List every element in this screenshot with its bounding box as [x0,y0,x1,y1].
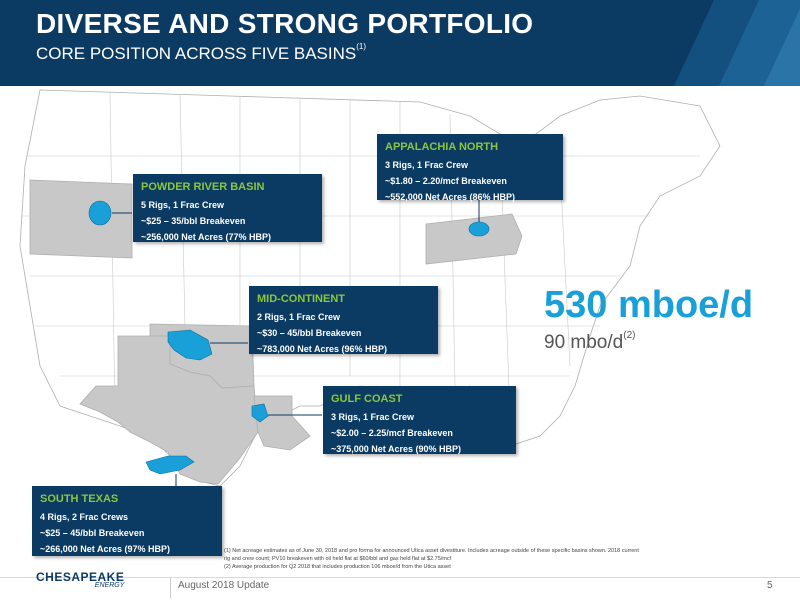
page-number: 5 [767,580,773,591]
basin-name: MID-CONTINENT [257,293,345,305]
appalachia-blob [468,221,490,237]
basin-breakeven: ~$1.80 – 2.20/mcf Breakeven [385,176,507,186]
basin-breakeven: ~$2.00 – 2.25/mcf Breakeven [331,428,453,438]
powder-river-blob [88,200,112,226]
company-logo: CHESAPEAKE ENERGY [36,570,124,589]
basin-acres: ~375,000 Net Acres (90% HBP) [331,444,461,454]
callout-mid-continent: MID-CONTINENT 2 Rigs, 1 Frac Crew ~$30 –… [249,286,438,354]
callout-powder-river: POWDER RIVER BASIN 5 Rigs, 1 Frac Crew ~… [133,174,322,242]
basin-rigs: 5 Rigs, 1 Frac Crew [141,200,225,210]
south-texas-blob [145,455,195,475]
basin-breakeven: ~$30 – 45/bbl Breakeven [257,328,362,338]
callout-appalachia-north: APPALACHIA NORTH 3 Rigs, 1 Frac Crew ~$1… [377,134,563,202]
basin-name: GULF COAST [331,393,403,405]
mid-continent-blob [167,329,213,361]
basin-name: POWDER RIVER BASIN [141,181,265,193]
subtitle-text: CORE POSITION ACROSS FIVE BASINS [36,44,357,63]
basin-acres: ~256,000 Net Acres (77% HBP) [141,232,271,242]
basin-rigs: 2 Rigs, 1 Frac Crew [257,312,341,322]
basin-rigs: 3 Rigs, 1 Frac Crew [331,412,415,422]
basin-acres: ~266,000 Net Acres (97% HBP) [40,544,170,554]
oil-production-value: 90 mbo/d [544,332,624,353]
logo-main-text: CHESAPEAKE [36,570,125,584]
subtitle-footnote-ref: (1) [356,42,367,51]
pennsylvania-state [425,213,523,265]
oil-footnote-ref: (2) [623,330,636,341]
basin-acres: ~552,000 Net Acres (86% HBP) [385,192,515,202]
footer-separator [170,578,171,598]
update-label: August 2018 Update [178,580,270,591]
page-subtitle: CORE POSITION ACROSS FIVE BASINS(1) [36,42,367,64]
page-title: DIVERSE AND STRONG PORTFOLIO [36,8,534,39]
wyoming-state [29,179,133,259]
basin-rigs: 3 Rigs, 1 Frac Crew [385,160,469,170]
basin-breakeven: ~$25 – 45/bbl Breakeven [40,528,145,538]
header-banner: DIVERSE AND STRONG PORTFOLIO CORE POSITI… [0,0,800,86]
oil-production: 90 mbo/d(2) [544,330,636,354]
basin-acres: ~783,000 Net Acres (96% HBP) [257,344,387,354]
footnotes: (1) Net acreage estimates as of June 30,… [224,547,644,571]
basin-name: APPALACHIA NORTH [385,141,499,153]
basin-rigs: 4 Rigs, 2 Frac Crews [40,512,129,522]
header-stripes [660,0,800,86]
gulf-coast-blob [251,403,269,423]
footer-divider [0,577,800,578]
basin-breakeven: ~$25 – 35/bbl Breakeven [141,216,246,226]
louisiana-state [253,395,311,451]
logo-sub-text: ENERGY [94,582,125,589]
basin-name: SOUTH TEXAS [40,493,119,505]
texas-state [79,335,259,485]
callout-gulf-coast: GULF COAST 3 Rigs, 1 Frac Crew ~$2.00 – … [323,386,516,454]
footnote-2: (2) Average production for Q2 2018 that … [224,564,451,570]
footnote-1: (1) Net acreage estimates as of June 30,… [224,548,639,562]
callout-south-texas: SOUTH TEXAS 4 Rigs, 2 Frac Crews ~$25 – … [32,486,222,556]
total-production: 530 mboe/d [544,284,754,326]
